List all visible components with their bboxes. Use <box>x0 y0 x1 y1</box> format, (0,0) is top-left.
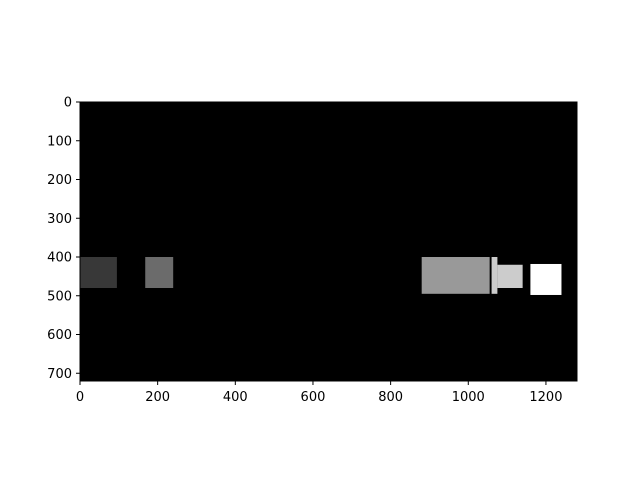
axes-frame <box>79 101 578 382</box>
y-axis: 0 100 200 300 400 500 600 700 <box>47 96 80 382</box>
image-regions <box>80 257 562 295</box>
y-tick-label: 700 <box>47 367 72 382</box>
y-tick-label: 100 <box>47 134 72 149</box>
y-tick-label: 300 <box>47 212 72 227</box>
y-tick-label: 200 <box>47 173 72 188</box>
image-region-1 <box>80 257 117 288</box>
plot-area <box>80 102 577 381</box>
image-region-3 <box>421 257 490 294</box>
image-region-6 <box>530 263 562 295</box>
x-tick-label: 600 <box>301 390 326 405</box>
x-tick-label: 200 <box>145 390 170 405</box>
x-tick-label: 800 <box>378 390 403 405</box>
x-tick-label: 0 <box>76 390 84 405</box>
image-region-4 <box>491 257 498 294</box>
image-background <box>80 102 577 381</box>
x-tick-label: 1000 <box>452 390 485 405</box>
x-tick-label: 400 <box>223 390 248 405</box>
y-tick-label: 400 <box>47 251 72 266</box>
x-axis: 0 200 400 600 800 1000 1200 <box>76 381 562 405</box>
y-tick-label: 0 <box>64 96 72 111</box>
y-tick-label: 500 <box>47 289 72 304</box>
image-region-5 <box>497 264 523 288</box>
x-tick-label: 1200 <box>529 390 562 405</box>
image-region-2 <box>145 257 174 288</box>
y-tick-label: 600 <box>47 328 72 343</box>
